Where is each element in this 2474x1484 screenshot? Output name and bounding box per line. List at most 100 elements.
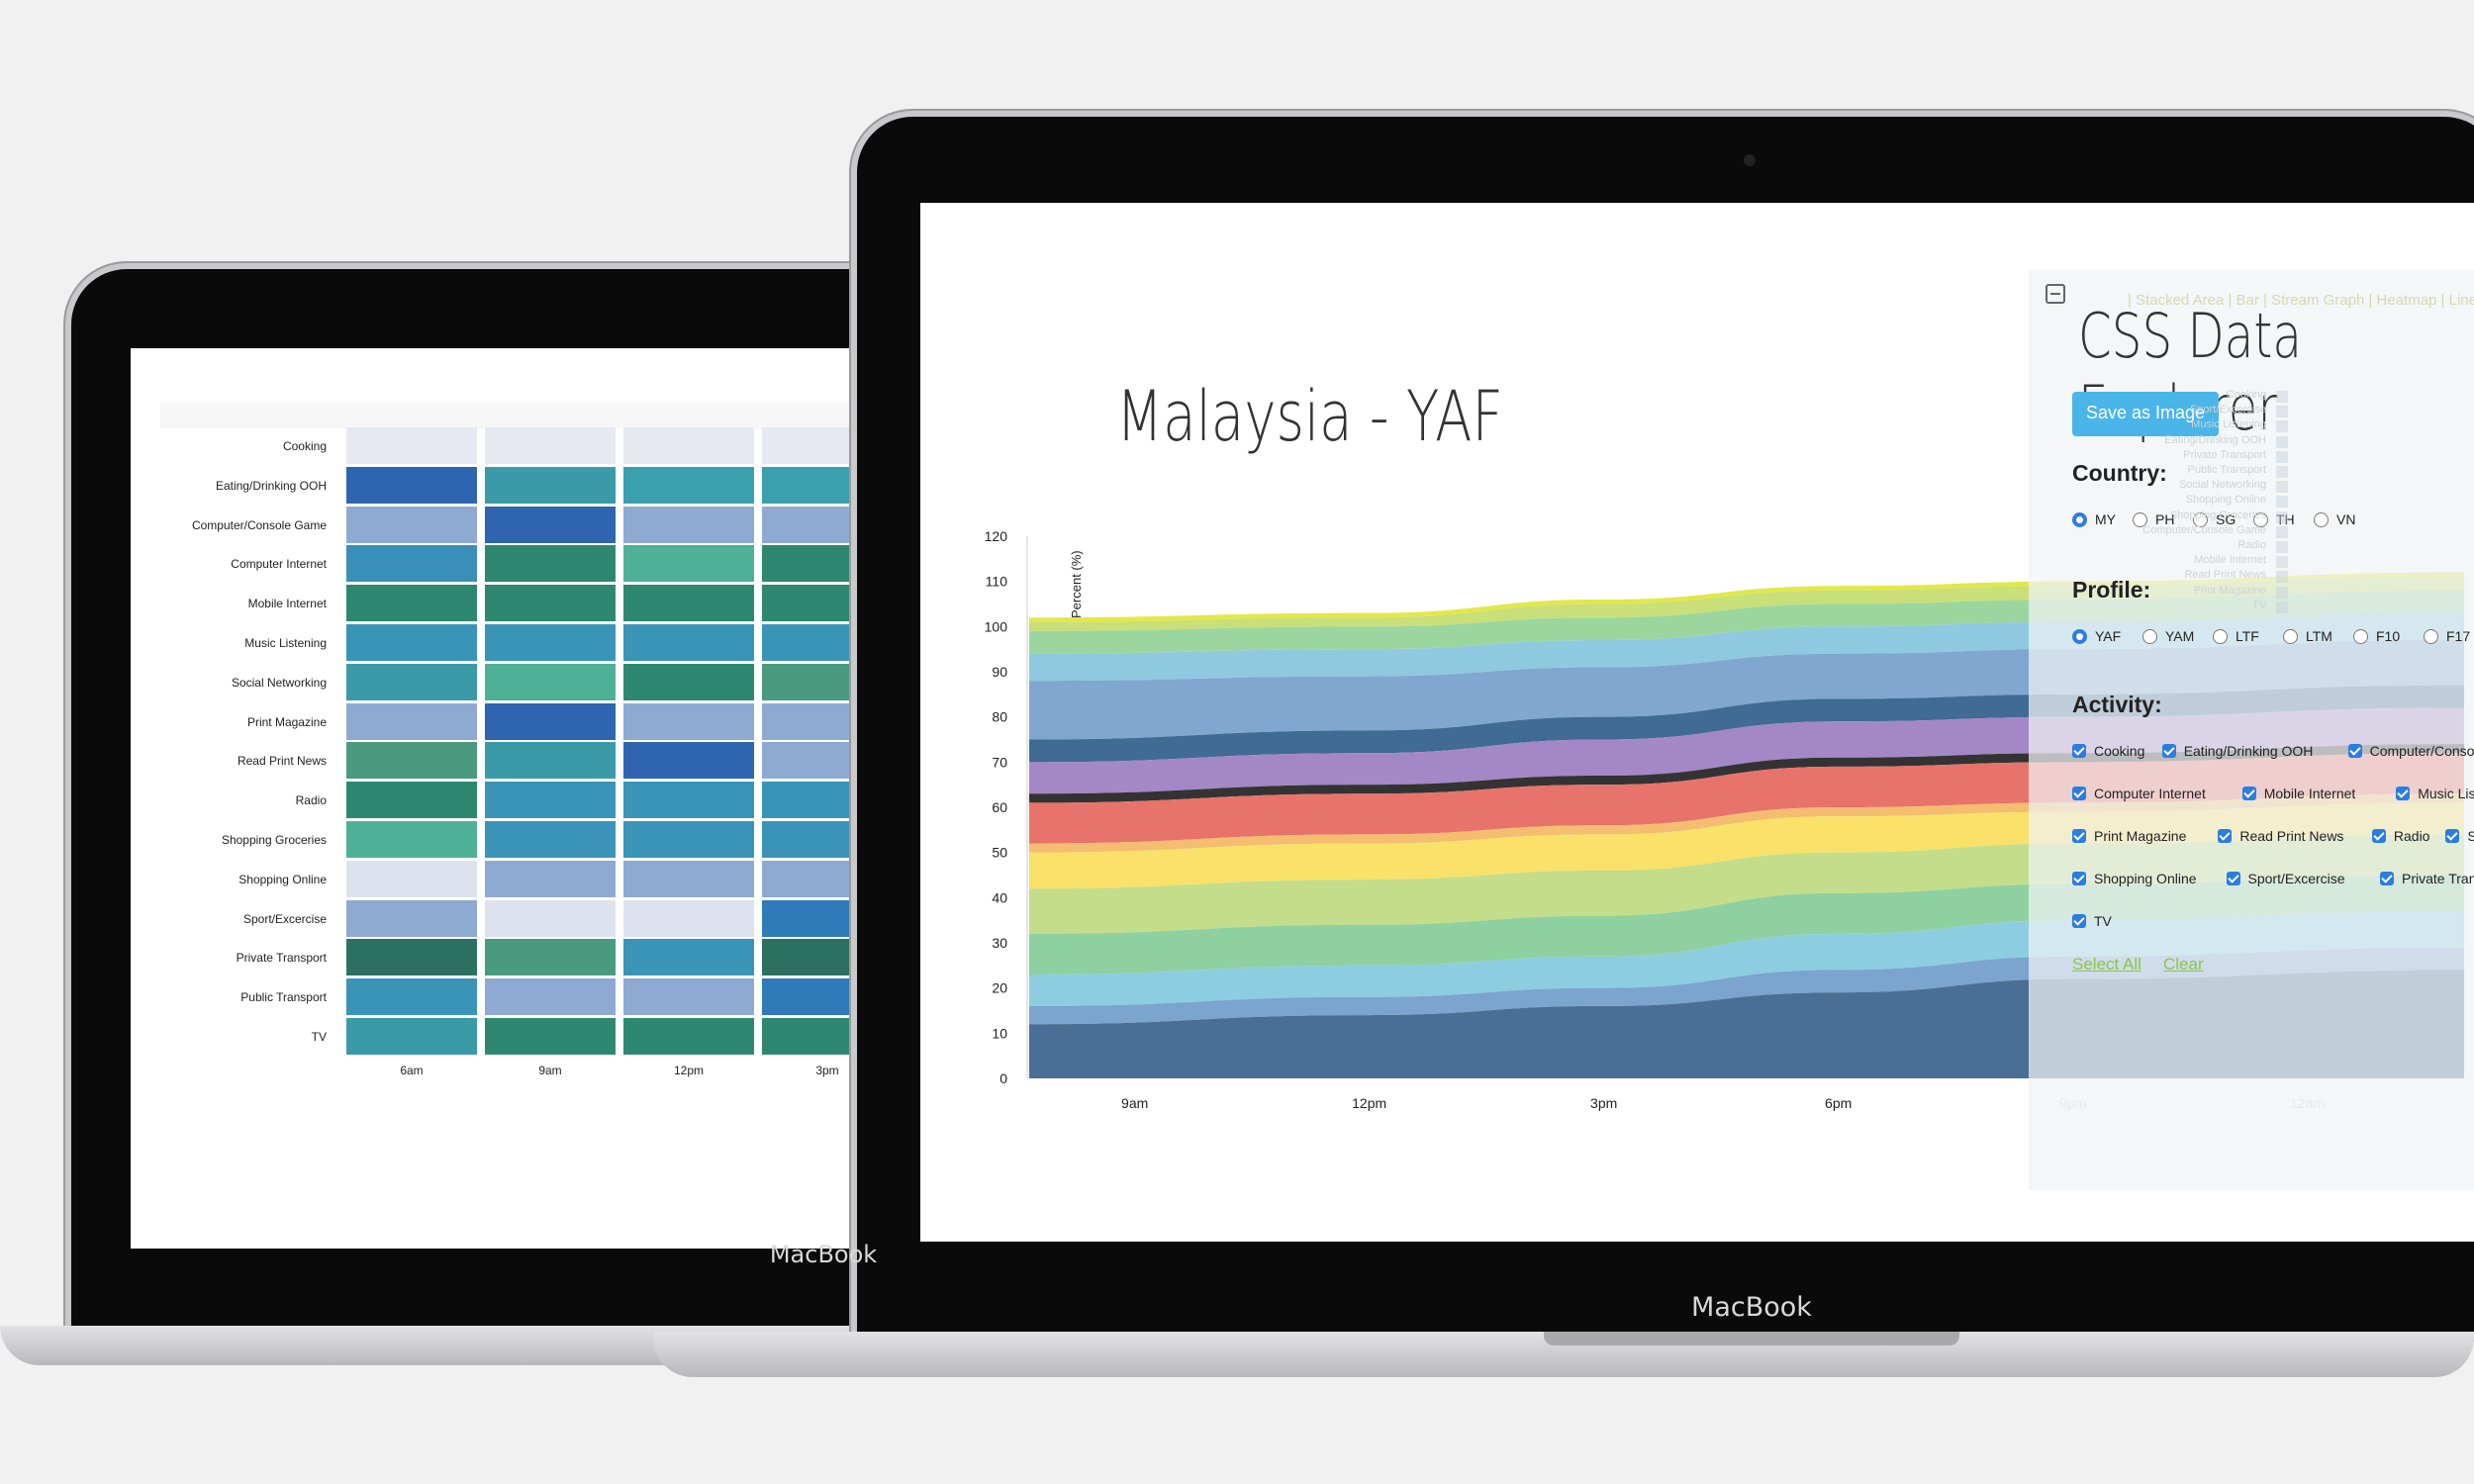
- country-option[interactable]: MY: [2072, 511, 2116, 527]
- heatmap-cell: [623, 821, 754, 858]
- checkbox[interactable]: [2072, 744, 2086, 758]
- activity-option[interactable]: Eating/Drinking OOH: [2161, 743, 2313, 759]
- radio-button[interactable]: [2314, 511, 2329, 527]
- radio-button[interactable]: [2142, 628, 2157, 644]
- option-label: Computer Internet: [2094, 786, 2206, 801]
- activity-option[interactable]: Computer/Console Game: [2347, 743, 2474, 759]
- legend-item: Shopping Groceries: [2169, 509, 2266, 521]
- checkbox[interactable]: [2161, 744, 2176, 758]
- heatmap-cell: [623, 624, 754, 661]
- checkbox[interactable]: [2072, 872, 2086, 885]
- heatmap-cell: [485, 466, 616, 504]
- front-laptop-brand: MacBook: [1691, 1292, 1812, 1323]
- heatmap-cell: [623, 899, 754, 937]
- save-as-image-button[interactable]: Save as Image: [2072, 392, 2219, 436]
- checkbox[interactable]: [2371, 829, 2386, 843]
- activity-option[interactable]: Music Listening: [2396, 786, 2474, 801]
- heatmap-cell: [485, 742, 616, 780]
- activity-option[interactable]: Print Magazine: [2072, 828, 2186, 844]
- y-tick: 10: [992, 1025, 1007, 1041]
- heatmap-row-label: Eating/Drinking OOH: [215, 478, 327, 493]
- clear-link[interactable]: Clear: [2163, 955, 2204, 974]
- heatmap-row-label: Computer Internet: [231, 557, 327, 572]
- option-label: Shopping Online: [2094, 871, 2197, 886]
- heatmap-cell: [485, 702, 616, 740]
- chart-type-nav[interactable]: | Stacked Area | Bar | Stream Graph | He…: [2128, 292, 2474, 309]
- profile-option[interactable]: F10: [2353, 628, 2400, 644]
- checkbox[interactable]: [2396, 787, 2411, 800]
- activity-option[interactable]: Cooking: [2072, 743, 2144, 759]
- heatmap-cell: [485, 427, 616, 464]
- collapse-icon[interactable]: [2046, 284, 2065, 304]
- activity-option[interactable]: Shopping Online: [2072, 871, 2197, 886]
- legend-item: Music Listening: [2191, 418, 2266, 431]
- country-option[interactable]: PH: [2133, 511, 2174, 527]
- profile-option[interactable]: YAF: [2072, 628, 2121, 644]
- activity-option[interactable]: Private Transport: [2380, 871, 2474, 886]
- profile-title: Profile:: [2072, 577, 2151, 603]
- legend-item: Sport/Excercise: [2189, 404, 2266, 417]
- radio-button[interactable]: [2072, 511, 2087, 527]
- heatmap-cell: [346, 939, 477, 976]
- front-laptop-notch: [1544, 1332, 1959, 1345]
- checkbox[interactable]: [2226, 872, 2240, 885]
- checkbox[interactable]: [2241, 787, 2256, 800]
- heatmap-cell: [623, 663, 754, 700]
- activity-option[interactable]: TV: [2072, 913, 2112, 929]
- option-label: Private Transport: [2402, 871, 2474, 886]
- y-tick: 100: [985, 618, 1008, 634]
- legend-swatch: [2276, 391, 2288, 403]
- country-option[interactable]: SG: [2193, 511, 2236, 527]
- legend-swatch: [2276, 496, 2288, 509]
- heatmap-cell: [346, 466, 477, 504]
- checkbox[interactable]: [2380, 872, 2394, 885]
- heatmap-row-label: Print Magazine: [246, 714, 327, 729]
- activity-option[interactable]: Radio: [2371, 828, 2430, 844]
- heatmap-row-label: Private Transport: [236, 951, 327, 966]
- radio-button[interactable]: [2193, 511, 2208, 527]
- heatmap-x-tick: 12pm: [673, 1063, 705, 1077]
- heatmap-row-label: Mobile Internet: [247, 597, 327, 611]
- heatmap-cell: [485, 899, 616, 937]
- profile-option[interactable]: LTM: [2283, 628, 2332, 644]
- profile-option[interactable]: LTF: [2213, 628, 2259, 644]
- checkbox[interactable]: [2072, 829, 2086, 843]
- radio-button[interactable]: [2133, 511, 2147, 527]
- heatmap-cell: [623, 1018, 754, 1055]
- activity-option[interactable]: Computer Internet: [2072, 786, 2206, 801]
- heatmap-cell: [485, 939, 616, 976]
- heatmap-x-tick: 6am: [400, 1063, 424, 1077]
- heatmap-cell: [346, 545, 477, 583]
- heatmap-cell: [485, 663, 616, 700]
- activity-option[interactable]: Sport/Excercise: [2226, 871, 2345, 886]
- checkbox[interactable]: [2347, 744, 2362, 758]
- activity-option[interactable]: Shopping Groceries: [2445, 828, 2474, 844]
- activity-option[interactable]: Read Print News: [2218, 828, 2343, 844]
- back-laptop-brand: MacBook: [769, 1241, 878, 1268]
- option-label: Read Print News: [2239, 828, 2344, 844]
- heatmap-row-label: Shopping Online: [238, 872, 327, 886]
- option-label: Radio: [2393, 828, 2430, 844]
- activity-option[interactable]: Mobile Internet: [2241, 786, 2355, 801]
- profile-option[interactable]: YAM: [2142, 628, 2194, 644]
- country-title: Country:: [2072, 460, 2167, 486]
- legend-item: Shopping Online: [2185, 494, 2266, 507]
- profile-option[interactable]: F17: [2424, 628, 2470, 644]
- radio-button[interactable]: [2353, 628, 2368, 644]
- select-all-link[interactable]: Select All: [2072, 955, 2141, 974]
- radio-button[interactable]: [2253, 511, 2268, 527]
- legend-swatch: [2276, 406, 2288, 418]
- checkbox[interactable]: [2218, 829, 2233, 843]
- radio-button[interactable]: [2072, 628, 2087, 644]
- legend-item: Print Magazine: [2193, 584, 2266, 597]
- country-option[interactable]: VN: [2314, 511, 2355, 527]
- checkbox[interactable]: [2072, 787, 2086, 800]
- checkbox[interactable]: [2072, 914, 2086, 928]
- radio-button[interactable]: [2283, 628, 2298, 644]
- radio-button[interactable]: [2424, 628, 2438, 644]
- heatmap-cell: [623, 427, 754, 464]
- checkbox[interactable]: [2445, 829, 2460, 843]
- radio-button[interactable]: [2213, 628, 2228, 644]
- heatmap-cell: [346, 427, 477, 464]
- heatmap-cell: [346, 1018, 477, 1055]
